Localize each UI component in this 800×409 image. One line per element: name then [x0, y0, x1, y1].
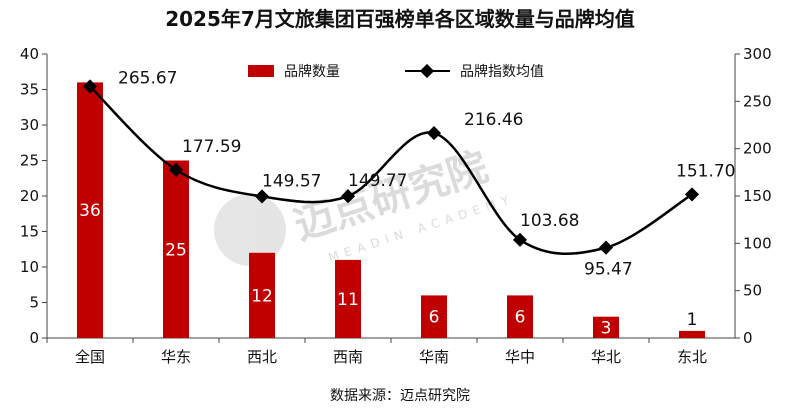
- bar: [335, 259, 361, 338]
- y-right-tick-label: 250: [743, 92, 772, 110]
- x-tick-label: 全国: [75, 348, 105, 366]
- x-tick-label: 华北: [591, 348, 621, 366]
- legend-line-label: 品牌指数均值: [460, 63, 544, 80]
- legend-bar-swatch: [248, 65, 274, 77]
- y-left-tick-label: 10: [20, 258, 39, 276]
- watermark: 迈点研究院 MEADIN ACADEMY: [214, 144, 516, 266]
- y-right-tick-label: 100: [743, 234, 772, 252]
- line-series: [82, 79, 700, 255]
- y-left-tick-label: 25: [20, 152, 39, 170]
- bar-value-label: 3: [601, 318, 612, 338]
- y-right-tick-label: 200: [743, 140, 772, 158]
- bar-value-label: 1: [687, 310, 698, 330]
- y-left-tick-label: 0: [29, 329, 39, 347]
- y-left-tick-label: 5: [29, 294, 39, 312]
- x-tick-label: 华中: [505, 348, 535, 366]
- bar-value-label: 6: [515, 308, 526, 328]
- watermark-logo-icon: [214, 194, 286, 266]
- y-left-tick-label: 15: [20, 223, 39, 241]
- line-value-label: 149.57: [262, 171, 321, 191]
- line-value-label: 95.47: [584, 260, 633, 280]
- bar: [163, 160, 189, 338]
- line-point-marker: [340, 189, 356, 204]
- line-point-marker: [598, 240, 614, 255]
- y-left-tick-label: 40: [20, 45, 39, 63]
- line-value-label: 177.59: [182, 137, 241, 157]
- bar-value-label: 12: [251, 286, 273, 306]
- bar-value-label: 36: [79, 201, 101, 221]
- bar-value-label: 6: [429, 308, 440, 328]
- bar: [507, 295, 533, 338]
- axes: 0 5 10 15 20 25 30 35 40 0 50 100 150 200 250 300 全国 华东 西北…: [20, 45, 772, 366]
- line-point-marker: [254, 189, 270, 204]
- x-tick-label: 西南: [333, 348, 363, 366]
- line-point-marker: [168, 162, 184, 177]
- legend-bar-label: 品牌数量: [284, 63, 340, 80]
- bar-value-label: 25: [165, 240, 187, 260]
- y-left-tick-label: 20: [20, 187, 39, 205]
- line-value-label: 216.46: [464, 110, 523, 130]
- x-tick-label: 华南: [419, 348, 449, 366]
- line-path: [89, 85, 693, 255]
- y-left-tick-label: 30: [20, 116, 39, 134]
- y-left-tick-label: 35: [20, 81, 39, 99]
- x-tick-label: 东北: [677, 348, 707, 366]
- bar: [421, 295, 447, 338]
- chart-title: 2025年7月文旅集团百强榜单各区域数量与品牌均值: [165, 7, 635, 31]
- x-tick-label: 西北: [247, 348, 277, 366]
- line-point-marker: [512, 232, 528, 247]
- data-labels: 36 25 12 11 6 6 3 1 265.67 177.59 149.57 149.77 216.…: [79, 68, 735, 338]
- bar: [679, 330, 705, 338]
- y-right-tick-label: 0: [743, 329, 753, 347]
- line-value-label: 103.68: [520, 211, 579, 231]
- y-right-tick-label: 50: [743, 282, 762, 300]
- source-note: 数据来源：迈点研究院: [330, 388, 470, 404]
- line-point-marker: [426, 126, 442, 141]
- bar: [593, 316, 619, 338]
- line-value-label: 151.70: [676, 161, 735, 181]
- bar: [77, 82, 103, 339]
- line-value-label: 149.77: [348, 171, 407, 191]
- x-tick-label: 华东: [161, 348, 191, 366]
- bars: [77, 82, 705, 339]
- line-value-label: 265.67: [118, 68, 177, 88]
- line-point-marker: [684, 187, 700, 202]
- y-right-tick-label: 150: [743, 187, 772, 205]
- legend-line-marker: [419, 63, 435, 79]
- bar: [249, 252, 275, 338]
- bar-value-label: 11: [337, 290, 359, 310]
- y-right-tick-label: 300: [743, 45, 772, 63]
- legend: 品牌数量 品牌指数均值: [248, 63, 544, 80]
